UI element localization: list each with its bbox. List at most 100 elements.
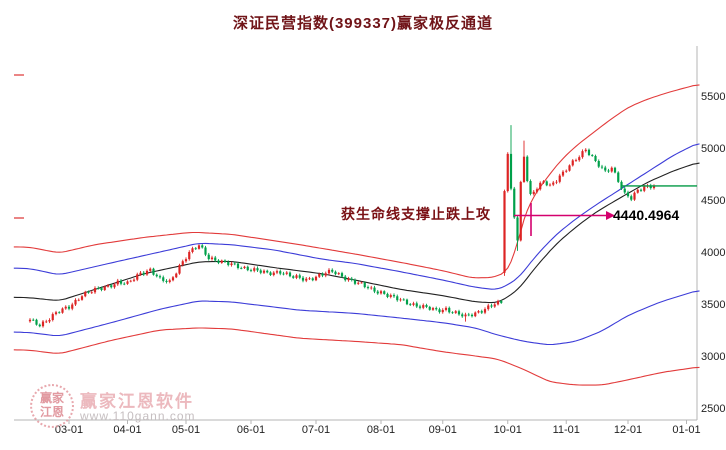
watermark-url: www.110gann.com xyxy=(80,409,196,423)
candle-body xyxy=(532,191,535,194)
candle-body xyxy=(457,311,461,315)
candle-body xyxy=(389,295,392,297)
candle-body xyxy=(558,175,561,182)
candle-body xyxy=(292,276,295,278)
candle-body xyxy=(578,157,581,161)
x-axis-label: 03-01 xyxy=(54,424,84,436)
candle-body xyxy=(298,275,301,278)
candle-body xyxy=(542,181,545,183)
candle-body xyxy=(266,270,269,273)
candle-body xyxy=(311,278,314,281)
candle-body xyxy=(587,149,591,156)
candle-body xyxy=(363,282,366,288)
candle-body xyxy=(630,196,633,200)
y-axis-label: 4000 xyxy=(701,247,726,259)
candle-body xyxy=(175,273,178,278)
support-annotation-text: 获生命线支撑止跌上攻 xyxy=(341,206,491,222)
y-axis-label: 3000 xyxy=(701,351,726,363)
candle-body xyxy=(412,303,415,305)
candle-body xyxy=(574,160,578,161)
watermark-brand: 赢家江恩软件 xyxy=(80,392,194,411)
candle-body xyxy=(487,305,490,310)
candle-body xyxy=(155,274,158,277)
candle-body xyxy=(357,282,360,284)
candle-body xyxy=(438,309,441,313)
candle-body xyxy=(470,314,474,317)
candle-body xyxy=(467,314,470,316)
candle-body xyxy=(162,277,165,281)
candle-body xyxy=(360,282,363,284)
candle-body xyxy=(97,288,100,289)
candle-body xyxy=(119,280,123,284)
candle-body xyxy=(230,263,233,266)
candle-body xyxy=(41,321,45,327)
candle-body xyxy=(233,263,236,265)
candle-body xyxy=(158,276,162,278)
candle-body xyxy=(405,299,409,305)
watermark-logo-text-bottom: 江恩 xyxy=(39,405,64,419)
candle-body xyxy=(71,304,74,309)
candle-body xyxy=(649,185,652,189)
candle-body xyxy=(623,188,626,193)
candle-body xyxy=(347,278,350,281)
candle-body xyxy=(409,304,412,306)
x-axis-label: 07-01 xyxy=(301,424,331,436)
candle-body xyxy=(373,287,376,292)
candle-body xyxy=(344,276,347,281)
candle-body xyxy=(77,299,80,301)
candle-body xyxy=(87,291,90,293)
candle-body xyxy=(197,245,201,249)
x-axis-label: 06-01 xyxy=(236,424,266,436)
candle-body xyxy=(396,296,399,301)
candle-body xyxy=(613,167,617,173)
candle-body xyxy=(243,266,246,269)
candle-body xyxy=(28,319,32,322)
annotation-arrow-head xyxy=(606,211,615,220)
candle-body xyxy=(500,300,503,303)
y-axis-label: 5500 xyxy=(701,91,726,103)
candle-body xyxy=(106,285,110,287)
watermark-logo: 赢家 江恩 xyxy=(30,384,74,428)
candle-body xyxy=(188,251,191,260)
candle-body xyxy=(555,181,558,183)
x-axis-label: 05-01 xyxy=(171,424,201,436)
candle-body xyxy=(490,305,493,307)
candle-body xyxy=(35,319,38,325)
candle-body xyxy=(93,288,97,293)
price-callout-label: 4440.4964 xyxy=(613,207,680,223)
candle-body xyxy=(51,314,54,321)
candle-body xyxy=(80,296,84,300)
candle-body xyxy=(100,288,103,290)
candle-body xyxy=(168,280,171,282)
candle-body xyxy=(61,308,64,313)
candle-body xyxy=(331,269,334,272)
candle-body xyxy=(516,217,519,241)
candle-body xyxy=(58,312,61,314)
x-axis-label: 12-01 xyxy=(613,424,643,436)
candle-body xyxy=(503,191,506,273)
candle-body xyxy=(84,291,87,297)
candle-body xyxy=(136,274,139,280)
candle-body xyxy=(519,181,522,241)
candle-body xyxy=(201,245,204,248)
candle-body xyxy=(383,291,386,294)
candle-body xyxy=(38,324,41,327)
candle-body xyxy=(366,287,370,289)
candle-body xyxy=(113,284,116,288)
candle-body xyxy=(282,273,285,275)
candle-body xyxy=(399,299,402,301)
candle-body xyxy=(584,149,587,152)
candle-body xyxy=(227,261,230,266)
channel-line-upper-inner-blue xyxy=(13,143,700,290)
candle-body xyxy=(435,308,438,310)
candle-body xyxy=(48,320,51,322)
candle-body xyxy=(110,285,113,288)
candle-body xyxy=(464,314,467,317)
candle-body xyxy=(129,280,132,282)
candle-body xyxy=(607,170,610,172)
candle-body xyxy=(285,272,288,274)
x-axis-label: 01-01 xyxy=(672,424,701,436)
candle-body xyxy=(422,305,425,308)
candle-body xyxy=(149,268,152,271)
